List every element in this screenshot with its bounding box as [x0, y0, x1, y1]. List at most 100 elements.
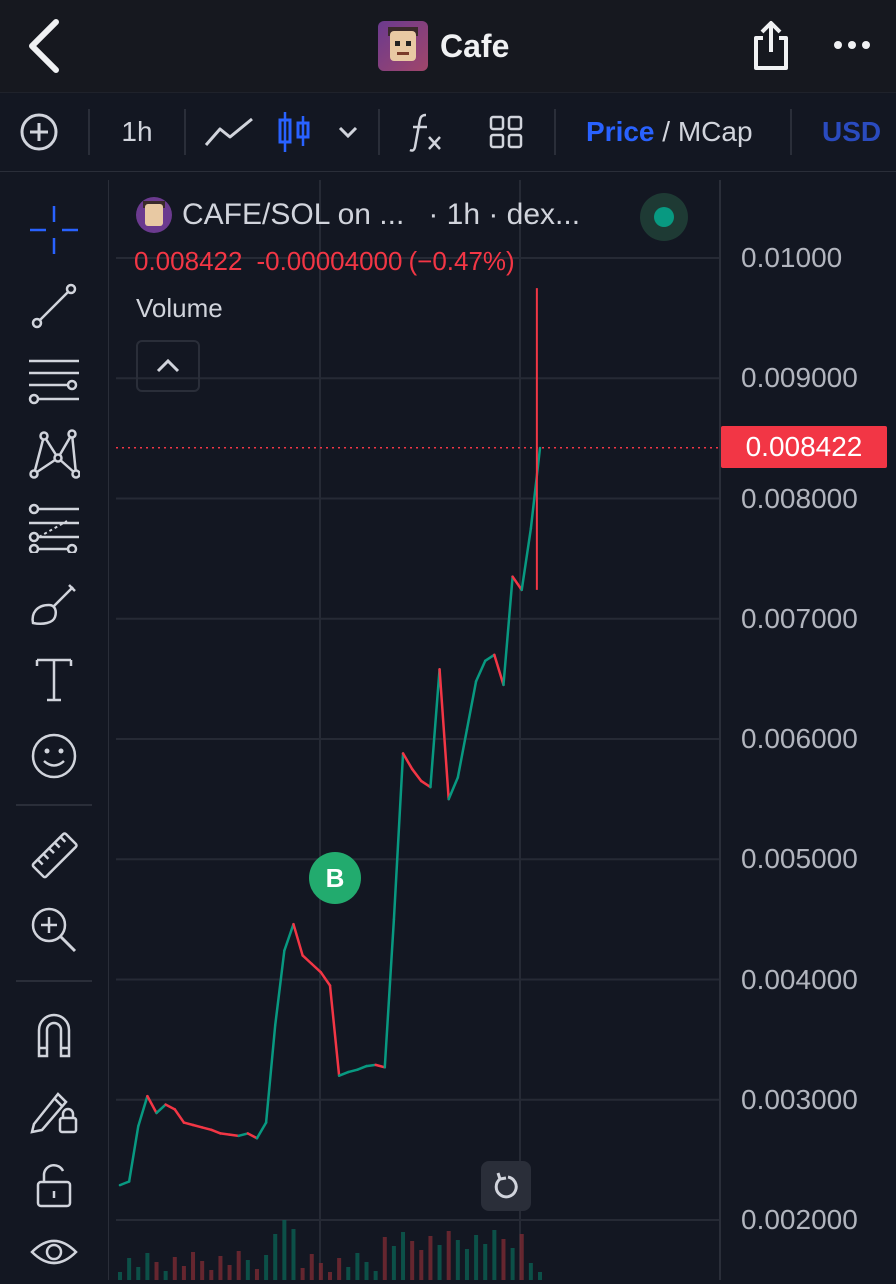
price-segment [237, 1132, 250, 1138]
volume-bar [136, 1267, 141, 1280]
volume-bar [528, 1263, 533, 1280]
drawing-tools-sidebar [0, 180, 109, 1280]
current-price-tag: 0.008422 [721, 426, 887, 468]
candlestick-icon[interactable] [272, 93, 316, 171]
volume-bar [437, 1245, 442, 1280]
ohlc-values: 0.008422 -0.00004000 (−0.47%) [134, 246, 529, 277]
price-change-value: -0.00004000 [256, 246, 403, 276]
volume-bar [218, 1256, 223, 1280]
price-segment [410, 767, 423, 783]
back-chevron-icon[interactable] [22, 16, 66, 76]
price-axis-label: 0.004000 [741, 963, 858, 995]
volume-bar [200, 1261, 205, 1280]
price-segment [520, 527, 533, 592]
price-axis-label: 0.006000 [741, 723, 858, 754]
volume-bar [273, 1234, 278, 1280]
price-segment [164, 1103, 177, 1111]
interval-button[interactable]: 1h [121, 116, 153, 147]
pair-source: · 1h · dex... [428, 198, 581, 231]
price-segment [273, 949, 286, 1027]
volume-bar [254, 1269, 259, 1280]
price-segment [347, 1068, 359, 1074]
chart-area[interactable] [116, 180, 896, 1280]
share-icon[interactable] [748, 18, 794, 74]
price-axis-label: 0.002000 [741, 1204, 858, 1235]
brush-icon[interactable] [22, 572, 86, 636]
volume-bar [391, 1246, 396, 1280]
volume-bar [492, 1230, 497, 1280]
token-title[interactable]: Cafe [378, 20, 509, 72]
price-segment [465, 680, 478, 731]
emoji-icon[interactable] [22, 724, 86, 788]
crosshair-icon[interactable] [22, 198, 86, 262]
zoom-in-icon[interactable] [22, 898, 86, 962]
pattern-icon[interactable] [22, 422, 86, 486]
price-chart[interactable] [116, 180, 896, 1280]
reset-chart-button[interactable] [481, 1161, 531, 1211]
currency-toggle[interactable]: USD [822, 116, 882, 147]
price-mcap-toggle[interactable]: Price / MCap [586, 116, 753, 147]
price-segment [328, 984, 341, 1077]
price-segment [493, 653, 505, 687]
ruler-icon[interactable] [22, 824, 86, 888]
volume-bar [464, 1249, 469, 1280]
price-segment [456, 728, 469, 779]
reset-icon [494, 1172, 518, 1199]
magnet-icon[interactable] [22, 1002, 86, 1066]
price-segment [337, 1070, 350, 1077]
text-icon[interactable] [22, 648, 86, 712]
volume-bar [382, 1237, 387, 1280]
volume-bar [291, 1229, 296, 1280]
eye-icon[interactable] [22, 1220, 86, 1284]
price-segment [420, 779, 432, 789]
trend-line-icon[interactable] [22, 274, 86, 338]
unlock-icon[interactable] [22, 1154, 86, 1218]
price-segment [173, 1108, 186, 1124]
price-segment [118, 1180, 131, 1187]
fib-retracement-icon[interactable] [22, 496, 86, 560]
price-segment [401, 752, 414, 771]
price-segment [292, 922, 304, 957]
price-segment [137, 1094, 149, 1128]
line-chart-icon[interactable] [202, 93, 256, 171]
volume-bar [519, 1234, 524, 1280]
volume-label: Volume [136, 293, 223, 323]
indicators-fx-icon[interactable] [406, 93, 446, 171]
price-segment [365, 1063, 377, 1068]
buy-marker[interactable]: B [309, 852, 361, 904]
price-segment [264, 1023, 277, 1124]
price-segment [246, 1132, 259, 1140]
price-option[interactable]: Price [586, 116, 655, 147]
chart-toolbar: 1h Price / MCap USD [0, 93, 896, 172]
plus-circle-icon[interactable] [14, 93, 64, 171]
collapse-legend-button[interactable] [136, 340, 200, 392]
horizontal-lines-icon[interactable] [22, 348, 86, 412]
price-axis-label: 0.008000 [741, 482, 858, 514]
price-segment [228, 1133, 240, 1138]
lock-drawing-icon[interactable] [22, 1078, 86, 1142]
grid-layout-icon[interactable] [486, 93, 526, 171]
price-segment [127, 1124, 140, 1183]
price-segment [529, 446, 542, 530]
price-segment [511, 575, 523, 592]
chart-legend: CAFE/SOL on ... · 1h · dex... [136, 190, 716, 240]
price-segment [483, 653, 496, 663]
volume-bar [510, 1248, 515, 1280]
mcap-option[interactable]: MCap [677, 116, 753, 147]
price-segment [283, 922, 295, 952]
volume-bar [145, 1253, 150, 1280]
price-segment [502, 575, 514, 687]
chevron-down-icon[interactable] [334, 93, 362, 171]
volume-bar [373, 1271, 378, 1280]
pair-symbol[interactable]: CAFE/SOL on ... [182, 198, 405, 231]
market-status-indicator[interactable] [640, 193, 688, 241]
last-price-value: 0.008422 [134, 246, 243, 276]
more-horizontal-icon[interactable] [830, 30, 874, 60]
pair-avatar [136, 197, 172, 233]
volume-bar [191, 1252, 196, 1280]
price-segment [374, 1063, 387, 1069]
volume-bar [154, 1262, 159, 1280]
volume-bar [318, 1263, 323, 1280]
volume-bar [346, 1267, 351, 1280]
volume-bar [446, 1231, 451, 1280]
